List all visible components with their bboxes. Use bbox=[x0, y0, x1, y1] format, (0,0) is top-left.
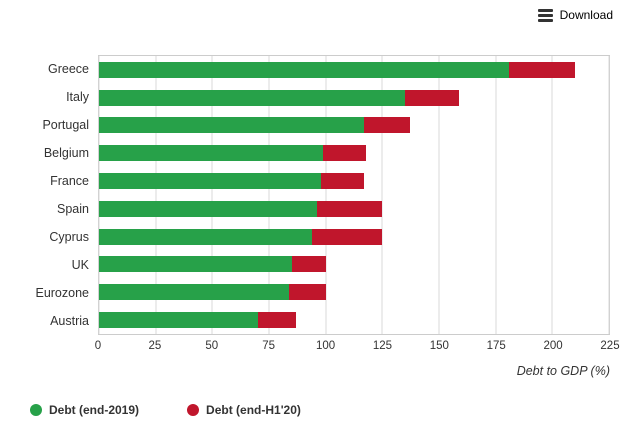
bar-debt-end-2019 bbox=[99, 89, 405, 106]
gridline bbox=[325, 56, 327, 334]
gridline bbox=[381, 56, 383, 334]
x-tick-label: 0 bbox=[94, 340, 102, 352]
category-label: Italy bbox=[66, 90, 89, 104]
x-tick-label: 225 bbox=[600, 340, 620, 352]
x-tick-label: 175 bbox=[486, 340, 506, 352]
bar-debt-end-h120 bbox=[405, 89, 460, 106]
bar-debt-end-h120 bbox=[316, 200, 383, 217]
legend-item[interactable]: Debt (end-H1'20) bbox=[187, 403, 301, 417]
x-tick-label: 100 bbox=[315, 340, 336, 352]
gridline bbox=[98, 56, 100, 334]
bar-row bbox=[99, 167, 609, 195]
bar-debt-end-h120 bbox=[312, 228, 383, 245]
bar-debt-end-2019 bbox=[99, 173, 322, 190]
bar-debt-end-2019 bbox=[99, 256, 292, 273]
x-tick-label: 25 bbox=[148, 340, 162, 352]
bar-debt-end-2019 bbox=[99, 117, 365, 134]
bar-debt-end-h120 bbox=[321, 173, 365, 190]
bar-debt-end-2019 bbox=[99, 61, 510, 78]
bar-debt-end-2019 bbox=[99, 284, 290, 301]
x-tick-label: 75 bbox=[262, 340, 276, 352]
bar-row bbox=[99, 223, 609, 251]
legend-marker-icon bbox=[187, 404, 200, 416]
x-axis-title: Debt to GDP (%) bbox=[516, 364, 610, 378]
gridline bbox=[211, 56, 213, 334]
bar-debt-end-h120 bbox=[509, 61, 575, 78]
plot-wrap: 0 25 50 75 100 125 150 175 200 225 Debt to GDP (%… bbox=[94, 55, 620, 378]
category-label: Austria bbox=[50, 314, 89, 328]
x-tick-label: 200 bbox=[543, 340, 563, 352]
legend-label: Debt (end-H1'20) bbox=[206, 403, 301, 417]
bar-debt-end-h120 bbox=[323, 145, 367, 162]
bar-row bbox=[99, 56, 609, 84]
bar-debt-end-2019 bbox=[99, 228, 313, 245]
bar-debt-end-h120 bbox=[289, 284, 326, 301]
plot-area bbox=[98, 55, 610, 335]
bar-row bbox=[99, 278, 609, 306]
gridline bbox=[155, 56, 157, 334]
gridline bbox=[551, 56, 553, 334]
x-axis: 0 25 50 75 100 125 150 175 200 225 bbox=[94, 340, 620, 358]
debt-chart: Greece Italy Portugal Belgium France Spain Cyp… bbox=[12, 55, 631, 378]
category-label: France bbox=[50, 174, 89, 188]
y-axis-labels: Greece Italy Portugal Belgium France Spain Cyp… bbox=[12, 55, 98, 378]
category-label: UK bbox=[71, 258, 89, 272]
bar-debt-end-2019 bbox=[99, 145, 324, 162]
bar-row bbox=[99, 195, 609, 223]
category-label: Greece bbox=[48, 62, 89, 76]
x-tick-label: 125 bbox=[372, 340, 393, 352]
bar-debt-end-2019 bbox=[99, 200, 317, 217]
bar-debt-end-h120 bbox=[291, 256, 326, 273]
legend: Debt (end-2019) Debt (end-H1'20) bbox=[30, 403, 301, 417]
download-button[interactable]: Download bbox=[537, 8, 613, 22]
gridline bbox=[495, 56, 497, 334]
gridline bbox=[608, 56, 610, 334]
category-label: Eurozone bbox=[35, 286, 89, 300]
category-label: Belgium bbox=[43, 146, 89, 160]
gridline bbox=[438, 56, 440, 334]
legend-item[interactable]: Debt (end-2019) bbox=[30, 403, 139, 417]
gridline bbox=[268, 56, 270, 334]
bar-debt-end-h120 bbox=[364, 117, 410, 134]
category-label: Portugal bbox=[42, 118, 89, 132]
download-label: Download bbox=[559, 8, 613, 22]
bar-row bbox=[99, 251, 609, 279]
bar-debt-end-h120 bbox=[257, 312, 297, 329]
bar-row bbox=[99, 112, 609, 140]
legend-marker-icon bbox=[30, 404, 42, 416]
bar-debt-end-2019 bbox=[99, 312, 258, 329]
category-label: Spain bbox=[57, 202, 89, 216]
bar-row bbox=[99, 84, 609, 112]
category-label: Cyprus bbox=[49, 230, 89, 244]
x-tick-label: 150 bbox=[429, 340, 449, 352]
menu-icon bbox=[537, 8, 553, 22]
x-tick-label: 50 bbox=[205, 340, 219, 352]
bar-row bbox=[99, 139, 609, 167]
bar-row bbox=[99, 306, 609, 334]
legend-label: Debt (end-2019) bbox=[49, 403, 140, 417]
